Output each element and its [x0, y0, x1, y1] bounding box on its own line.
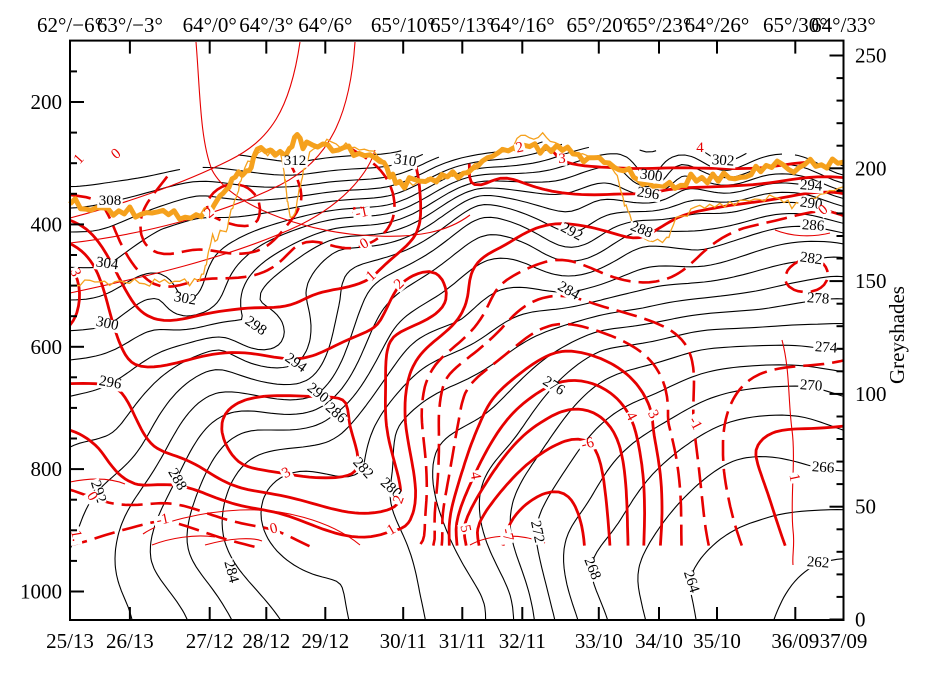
svg-text:64°/0°: 64°/0° [183, 13, 237, 37]
svg-text:25/13: 25/13 [46, 629, 94, 653]
svg-text:34/10: 34/10 [635, 629, 683, 653]
svg-text:1000: 1000 [20, 580, 62, 604]
svg-text:36/09: 36/09 [771, 629, 819, 653]
svg-text:62°/−6°: 62°/−6° [37, 13, 103, 37]
svg-text:5: 5 [456, 523, 473, 534]
svg-text:0: 0 [268, 520, 279, 537]
svg-text:274: 274 [814, 339, 838, 357]
svg-text:400: 400 [31, 212, 63, 236]
svg-text:-1: -1 [354, 204, 370, 222]
svg-text:Greyshades: Greyshades [885, 286, 909, 384]
svg-text:302: 302 [173, 289, 198, 309]
svg-text:4: 4 [467, 471, 484, 482]
svg-text:284: 284 [220, 559, 241, 585]
svg-text:0: 0 [855, 608, 866, 632]
svg-text:4: 4 [696, 140, 704, 156]
svg-text:64°/3°: 64°/3° [239, 13, 293, 37]
svg-text:65°/20°: 65°/20° [566, 13, 631, 37]
svg-text:-7: -7 [498, 527, 516, 543]
svg-text:278: 278 [806, 290, 830, 308]
svg-text:200: 200 [855, 156, 887, 180]
svg-text:30/11: 30/11 [380, 629, 427, 653]
svg-text:28/12: 28/12 [242, 629, 290, 653]
svg-text:64°/16°: 64°/16° [490, 13, 555, 37]
svg-text:308: 308 [99, 193, 122, 209]
svg-text:64°/26°: 64°/26° [685, 13, 750, 37]
svg-text:27/12: 27/12 [186, 629, 234, 653]
svg-text:270: 270 [799, 377, 823, 395]
svg-text:264: 264 [680, 568, 702, 595]
svg-text:50: 50 [855, 495, 876, 519]
svg-text:304: 304 [95, 254, 120, 273]
svg-text:35/10: 35/10 [693, 629, 741, 653]
svg-text:300: 300 [639, 166, 664, 185]
svg-text:200: 200 [31, 90, 63, 114]
svg-text:294: 294 [799, 177, 823, 195]
svg-text:-6: -6 [580, 435, 596, 454]
svg-text:63°/−3°: 63°/−3° [97, 13, 163, 37]
svg-text:150: 150 [855, 269, 887, 293]
svg-text:266: 266 [811, 459, 835, 477]
svg-text:282: 282 [799, 249, 824, 268]
svg-text:64°/33°: 64°/33° [811, 13, 876, 37]
svg-text:268: 268 [580, 555, 603, 582]
svg-text:3: 3 [558, 151, 566, 167]
svg-text:31/11: 31/11 [439, 629, 486, 653]
svg-text:286: 286 [801, 217, 825, 235]
svg-text:100: 100 [855, 382, 887, 406]
svg-text:26/13: 26/13 [106, 629, 154, 653]
svg-text:262: 262 [806, 554, 830, 572]
svg-text:290: 290 [799, 194, 824, 213]
svg-text:65°/30°: 65°/30° [763, 13, 828, 37]
svg-text:312: 312 [284, 153, 307, 169]
svg-text:250: 250 [855, 44, 887, 68]
svg-text:296: 296 [636, 184, 661, 203]
svg-text:65°/10°: 65°/10° [371, 13, 436, 37]
svg-text:310: 310 [393, 151, 418, 170]
svg-text:300: 300 [95, 314, 120, 334]
svg-text:288: 288 [628, 218, 655, 241]
svg-text:65°/13°: 65°/13° [430, 13, 495, 37]
svg-text:32/11: 32/11 [499, 629, 546, 653]
svg-text:272: 272 [527, 519, 547, 544]
svg-text:64°/6°: 64°/6° [298, 13, 352, 37]
svg-text:65°/23°: 65°/23° [627, 13, 692, 37]
svg-text:302: 302 [711, 152, 735, 170]
svg-text:800: 800 [31, 457, 63, 481]
svg-text:600: 600 [31, 335, 63, 359]
svg-text:-1: -1 [155, 511, 171, 529]
svg-text:1: 1 [785, 472, 802, 483]
svg-text:33/10: 33/10 [575, 629, 623, 653]
svg-text:29/12: 29/12 [301, 629, 349, 653]
svg-text:296: 296 [98, 373, 123, 393]
svg-text:37/09: 37/09 [820, 629, 868, 653]
svg-text:2: 2 [514, 139, 525, 156]
svg-text:1.: 1. [67, 529, 85, 543]
